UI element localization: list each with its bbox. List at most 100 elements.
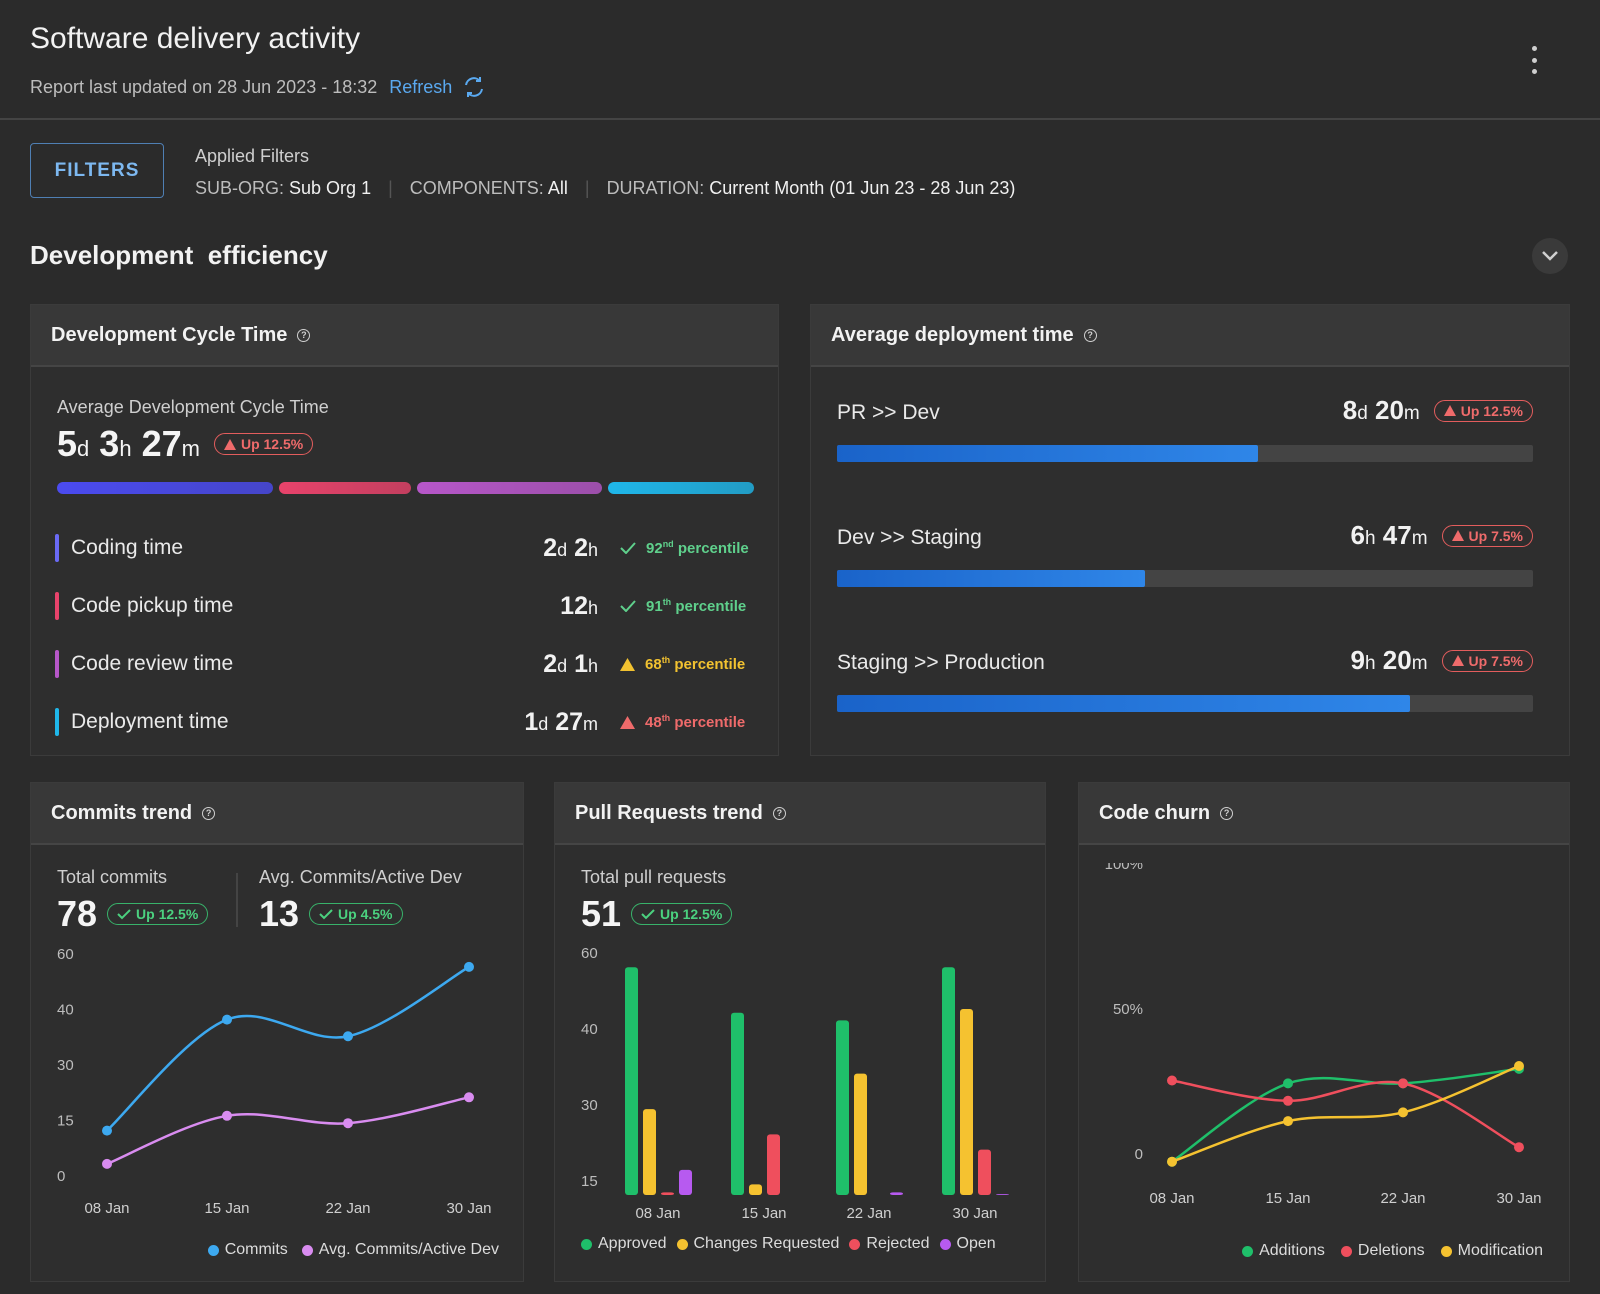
check-icon: [117, 908, 131, 919]
commits-title: Commits trend: [51, 801, 193, 824]
segment-deployment: [607, 482, 754, 494]
applied-filters-label: Applied Filters: [195, 146, 310, 166]
bar-open: [679, 1169, 692, 1195]
help-icon[interactable]: ?: [1083, 328, 1097, 342]
cycle-change-badge: Up 12.5%: [213, 433, 314, 455]
legend-item-1[interactable]: Avg. Commits/Active Dev: [301, 1241, 499, 1259]
deploy-progress-fill: [837, 570, 1145, 587]
segment-coding: [57, 482, 273, 494]
churn-legend: Additions Deletions Modification: [1242, 1242, 1543, 1260]
refresh-link[interactable]: Refresh: [389, 76, 453, 97]
help-icon[interactable]: ?: [297, 328, 311, 342]
y-tick-label: 60: [57, 946, 74, 963]
warning-triangle-icon: [1443, 405, 1456, 416]
deploy-change-badge: Up 12.5%: [1433, 399, 1533, 422]
deploy-time-card: Average deployment time ? PR >> Dev 8d 20…: [810, 304, 1570, 756]
more-options-icon[interactable]: [1528, 46, 1540, 74]
metric-value: 1d 27m: [524, 707, 598, 736]
legend-dot: [301, 1244, 313, 1256]
deploy-change-badge: Up 7.5%: [1441, 524, 1533, 547]
y-tick-label: 30: [57, 1057, 74, 1074]
x-tick-label: 15 Jan: [1265, 1190, 1310, 1207]
x-tick-label: 22 Jan: [1380, 1190, 1425, 1207]
filter-suborg-value: Sub Org 1: [289, 178, 372, 198]
check-icon: [620, 600, 636, 612]
prs-change-badge: Up 12.5%: [631, 903, 733, 925]
bar-approved: [836, 1020, 849, 1195]
commits-chart: 0 15 30 40 60 08 Jan 15 Jan 22 Jan 30 Jan: [57, 946, 492, 1217]
legend-item-2[interactable]: Rejected: [849, 1235, 930, 1253]
avg-commits-value: 13: [259, 893, 300, 934]
bar-changes-requested: [749, 1184, 762, 1195]
section-title: Development efficiency: [30, 240, 328, 270]
data-point: [222, 1110, 232, 1121]
legend-dot: [849, 1238, 861, 1250]
avg-commits: 13 Up 4.5%: [259, 893, 403, 935]
legend-item-0[interactable]: Approved: [581, 1235, 667, 1253]
churn-title: Code churn: [1099, 801, 1211, 824]
legend-label: Open: [956, 1235, 996, 1252]
legend-item-2[interactable]: Modification: [1440, 1242, 1543, 1260]
warning-triangle-icon: [620, 715, 635, 729]
metric-color-bar: [55, 534, 59, 562]
warning-triangle-icon: [620, 657, 635, 671]
bar-open: [890, 1192, 903, 1195]
total-prs: 51 Up 12.5%: [581, 893, 733, 935]
bar-changes-requested: [960, 1009, 973, 1195]
avg-cycle-label: Average Development Cycle Time: [57, 397, 329, 417]
legend-item-0[interactable]: Commits: [207, 1241, 288, 1259]
deploy-progress-fill: [837, 695, 1410, 712]
legend-item-0[interactable]: Additions: [1242, 1242, 1325, 1260]
bar-rejected: [767, 1134, 780, 1195]
filter-components-value: All: [547, 178, 568, 198]
y-tick-label: 30: [581, 1097, 598, 1114]
metric-label: Code pickup time: [71, 594, 234, 617]
header-divider: [0, 118, 1600, 120]
help-icon[interactable]: ?: [772, 806, 786, 820]
x-tick-label: 30 Jan: [1496, 1190, 1541, 1207]
collapse-section-button[interactable]: [1532, 238, 1568, 274]
y-tick-label: 15: [57, 1113, 74, 1130]
data-point: [222, 1014, 232, 1025]
y-tick-label: 60: [581, 945, 598, 962]
legend-item-3[interactable]: Open: [939, 1235, 996, 1253]
filter-duration-key: DURATION:: [606, 178, 705, 198]
x-tick-label: 15 Jan: [741, 1205, 786, 1222]
series-line-0: [1171, 1067, 1520, 1163]
filters-button[interactable]: FILTERS: [30, 143, 164, 198]
series-line-0: [106, 965, 470, 1132]
y-tick-label: 40: [57, 1002, 74, 1019]
x-tick-label: 08 Jan: [84, 1200, 129, 1217]
bar-open: [996, 1194, 1009, 1195]
data-point: [343, 1118, 353, 1129]
legend-label: Commits: [224, 1241, 288, 1258]
y-tick-label: 0: [1135, 1146, 1143, 1163]
commits-change-badge: Up 12.5%: [107, 903, 209, 925]
deploy-progress-track: [837, 570, 1533, 587]
x-tick-label: 08 Jan: [635, 1205, 680, 1222]
deploy-row-2: Staging >> Production 9h 20m Up 7.5%: [837, 645, 1533, 713]
deploy-time-header: Average deployment time ?: [811, 305, 1569, 367]
check-icon: [319, 908, 333, 919]
help-icon[interactable]: ?: [202, 806, 216, 820]
legend-item-1[interactable]: Deletions: [1340, 1242, 1425, 1260]
check-icon: [620, 542, 636, 554]
avg-cycle-value: 5d 3h 27m Up 12.5%: [57, 423, 314, 465]
legend-label: Approved: [598, 1235, 667, 1252]
refresh-icon[interactable]: [462, 76, 486, 98]
commits-header: Commits trend ?: [31, 783, 523, 845]
metric-color-bar: [55, 708, 59, 736]
series-line-1: [106, 1096, 470, 1166]
legend-label: Rejected: [866, 1235, 930, 1252]
help-icon[interactable]: ?: [1220, 806, 1234, 820]
data-point: [343, 1031, 353, 1042]
legend-item-1[interactable]: Changes Requested: [676, 1235, 839, 1253]
page-title: Software delivery activity: [30, 22, 361, 55]
check-icon: [641, 908, 655, 919]
deploy-stage-value: 6h 47m Up 7.5%: [1351, 520, 1533, 551]
segment-pickup: [278, 482, 412, 494]
bar-approved: [731, 1012, 744, 1195]
x-tick-label: 22 Jan: [325, 1200, 370, 1217]
warning-triangle-icon: [223, 438, 236, 450]
total-commits-value: 78: [57, 893, 98, 934]
